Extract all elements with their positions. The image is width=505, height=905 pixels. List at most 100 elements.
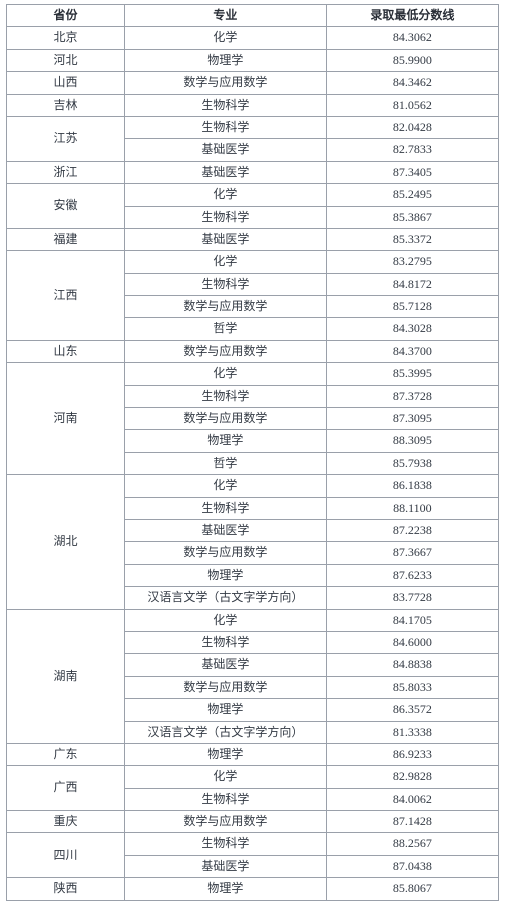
cell-score: 88.1100 xyxy=(326,497,498,519)
cell-major: 基础医学 xyxy=(125,855,327,877)
table-header-row: 省份 专业 录取最低分数线 xyxy=(7,5,499,27)
cell-score: 84.8172 xyxy=(326,273,498,295)
table-row: 陕西物理学85.8067 xyxy=(7,878,499,900)
cell-province: 吉林 xyxy=(7,94,125,116)
cell-major: 化学 xyxy=(125,475,327,497)
cell-major: 哲学 xyxy=(125,452,327,474)
table-row: 河北物理学85.9900 xyxy=(7,49,499,71)
cell-province: 江西 xyxy=(7,251,125,341)
table-row: 江西化学83.2795 xyxy=(7,251,499,273)
cell-province: 湖南 xyxy=(7,609,125,743)
table-row: 安徽化学85.2495 xyxy=(7,184,499,206)
cell-score: 84.1705 xyxy=(326,609,498,631)
cell-score: 82.9828 xyxy=(326,766,498,788)
cell-score: 84.3028 xyxy=(326,318,498,340)
cell-major: 数学与应用数学 xyxy=(125,542,327,564)
cell-province: 北京 xyxy=(7,27,125,49)
table-row: 北京化学84.3062 xyxy=(7,27,499,49)
cell-major: 化学 xyxy=(125,184,327,206)
cell-score: 85.3372 xyxy=(326,228,498,250)
table-row: 四川生物科学88.2567 xyxy=(7,833,499,855)
cell-score: 81.3338 xyxy=(326,721,498,743)
cell-province: 福建 xyxy=(7,228,125,250)
cell-score: 87.0438 xyxy=(326,855,498,877)
cell-province: 广东 xyxy=(7,743,125,765)
cell-score: 87.6233 xyxy=(326,564,498,586)
cell-score: 85.8067 xyxy=(326,878,498,900)
cell-major: 基础医学 xyxy=(125,139,327,161)
cell-major: 哲学 xyxy=(125,318,327,340)
cell-major: 物理学 xyxy=(125,49,327,71)
cell-major: 数学与应用数学 xyxy=(125,811,327,833)
cell-score: 86.9233 xyxy=(326,743,498,765)
cell-score: 87.2238 xyxy=(326,519,498,541)
table-row: 吉林生物科学81.0562 xyxy=(7,94,499,116)
cell-score: 88.2567 xyxy=(326,833,498,855)
cell-major: 化学 xyxy=(125,766,327,788)
header-major: 专业 xyxy=(125,5,327,27)
cell-major: 基础医学 xyxy=(125,519,327,541)
table-body: 北京化学84.3062河北物理学85.9900山西数学与应用数学84.3462吉… xyxy=(7,27,499,900)
cell-major: 生物科学 xyxy=(125,116,327,138)
cell-major: 生物科学 xyxy=(125,273,327,295)
cell-province: 浙江 xyxy=(7,161,125,183)
cell-score: 87.1428 xyxy=(326,811,498,833)
cell-score: 84.3462 xyxy=(326,72,498,94)
cell-major: 物理学 xyxy=(125,878,327,900)
cell-major: 物理学 xyxy=(125,699,327,721)
table-row: 山东数学与应用数学84.3700 xyxy=(7,340,499,362)
cell-province: 湖北 xyxy=(7,475,125,609)
cell-major: 化学 xyxy=(125,251,327,273)
table-row: 浙江基础医学87.3405 xyxy=(7,161,499,183)
cell-score: 85.2495 xyxy=(326,184,498,206)
cell-score: 84.0062 xyxy=(326,788,498,810)
cell-score: 83.2795 xyxy=(326,251,498,273)
cell-score: 82.0428 xyxy=(326,116,498,138)
cell-score: 85.3867 xyxy=(326,206,498,228)
cell-major: 化学 xyxy=(125,363,327,385)
cell-score: 85.3995 xyxy=(326,363,498,385)
admissions-table: 省份 专业 录取最低分数线 北京化学84.3062河北物理学85.9900山西数… xyxy=(6,4,499,901)
cell-province: 重庆 xyxy=(7,811,125,833)
cell-score: 84.8838 xyxy=(326,654,498,676)
cell-province: 江苏 xyxy=(7,116,125,161)
cell-province: 山东 xyxy=(7,340,125,362)
cell-major: 汉语言文学（古文字学方向） xyxy=(125,721,327,743)
cell-major: 数学与应用数学 xyxy=(125,72,327,94)
cell-score: 88.3095 xyxy=(326,430,498,452)
cell-major: 生物科学 xyxy=(125,788,327,810)
cell-province: 四川 xyxy=(7,833,125,878)
cell-score: 85.9900 xyxy=(326,49,498,71)
cell-score: 85.7128 xyxy=(326,296,498,318)
table-row: 广西化学82.9828 xyxy=(7,766,499,788)
admissions-table-container: 省份 专业 录取最低分数线 北京化学84.3062河北物理学85.9900山西数… xyxy=(0,0,505,905)
cell-major: 生物科学 xyxy=(125,497,327,519)
header-province: 省份 xyxy=(7,5,125,27)
cell-province: 陕西 xyxy=(7,878,125,900)
cell-score: 82.7833 xyxy=(326,139,498,161)
cell-province: 安徽 xyxy=(7,184,125,229)
table-row: 福建基础医学85.3372 xyxy=(7,228,499,250)
cell-province: 广西 xyxy=(7,766,125,811)
cell-score: 87.3728 xyxy=(326,385,498,407)
cell-major: 物理学 xyxy=(125,743,327,765)
table-row: 山西数学与应用数学84.3462 xyxy=(7,72,499,94)
cell-score: 84.6000 xyxy=(326,631,498,653)
cell-major: 基础医学 xyxy=(125,228,327,250)
header-score: 录取最低分数线 xyxy=(326,5,498,27)
table-row: 河南化学85.3995 xyxy=(7,363,499,385)
cell-score: 81.0562 xyxy=(326,94,498,116)
cell-major: 数学与应用数学 xyxy=(125,296,327,318)
cell-province: 山西 xyxy=(7,72,125,94)
cell-score: 83.7728 xyxy=(326,587,498,609)
cell-major: 化学 xyxy=(125,27,327,49)
cell-score: 84.3700 xyxy=(326,340,498,362)
table-row: 广东物理学86.9233 xyxy=(7,743,499,765)
cell-major: 生物科学 xyxy=(125,206,327,228)
cell-major: 基础医学 xyxy=(125,161,327,183)
cell-score: 85.7938 xyxy=(326,452,498,474)
cell-major: 物理学 xyxy=(125,564,327,586)
cell-major: 化学 xyxy=(125,609,327,631)
table-row: 江苏生物科学82.0428 xyxy=(7,116,499,138)
cell-score: 86.3572 xyxy=(326,699,498,721)
